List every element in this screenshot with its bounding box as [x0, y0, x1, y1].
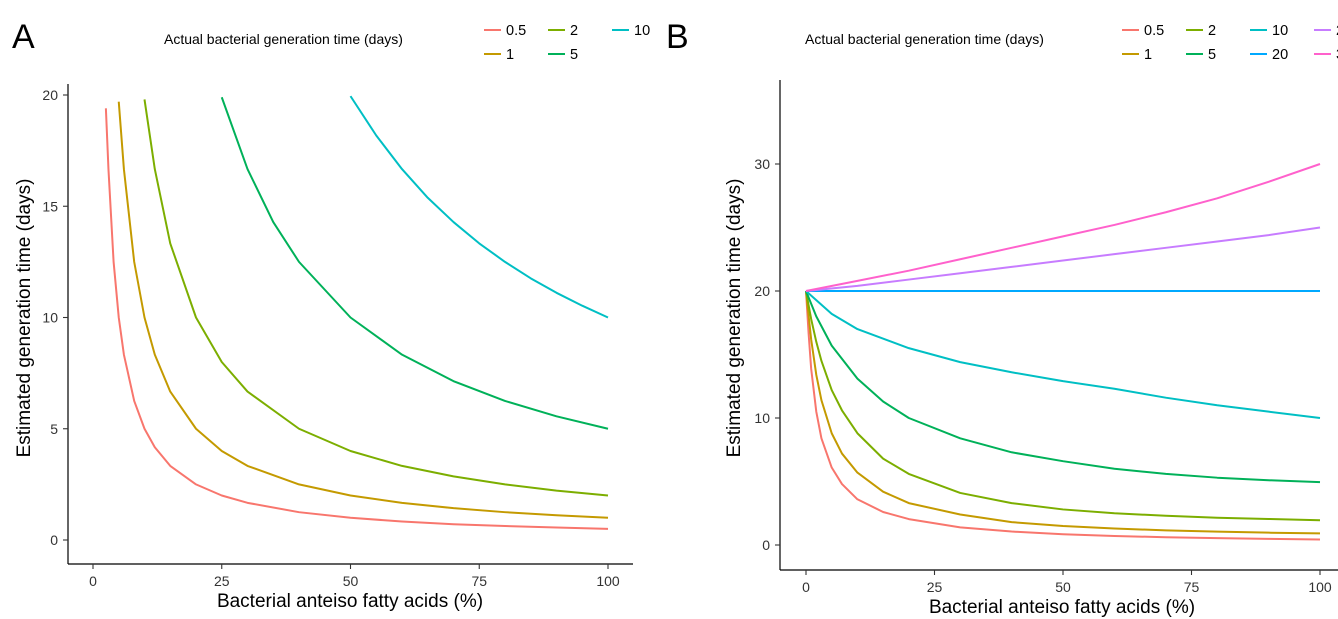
legend-label-b-20: 20 [1272, 47, 1288, 63]
legend-title-b: Actual bacterial generation time (days) [805, 31, 1044, 47]
y-tick-label-a-0: 0 [50, 532, 58, 548]
x-tick-label-b-100: 100 [1308, 579, 1332, 595]
legend-b: Actual bacterial generation time (days) … [805, 23, 1338, 63]
plot-area-b [805, 163, 1321, 541]
legend-label-b-25: 25 [1336, 23, 1338, 39]
x-tick-label-a-50: 50 [343, 573, 359, 589]
panel-label-a: A [12, 18, 35, 56]
y-axis-title-a: Estimated generation time (days) [14, 179, 35, 458]
x-axis-title-a: Bacterial anteiso fatty acids (%) [217, 591, 483, 612]
series-line-b-30 [805, 163, 1321, 292]
x-axis-title-b: Bacterial anteiso fatty acids (%) [929, 597, 1195, 618]
plot-area-a [104, 95, 609, 530]
y-tick-label-a-20: 20 [42, 87, 58, 103]
series-line-a-2 [143, 99, 609, 497]
panel-a: A Actual bacterial generation time (days… [12, 18, 650, 612]
y-tick-label-b-0: 0 [762, 537, 770, 553]
legend-title-a: Actual bacterial generation time (days) [164, 31, 403, 47]
series-line-b-0_5 [805, 290, 1321, 541]
legend-label-a-5: 5 [570, 47, 578, 63]
legend-label-a-10: 10 [634, 23, 650, 39]
series-line-a-5 [220, 96, 609, 430]
legend-a: Actual bacterial generation time (days) … [164, 23, 650, 63]
legend-label-a-1: 1 [506, 47, 514, 63]
x-tick-label-a-75: 75 [471, 573, 487, 589]
legend-label-b-2: 2 [1208, 23, 1216, 39]
legend-label-b-5: 5 [1208, 47, 1216, 63]
y-tick-label-b-30: 30 [754, 156, 770, 172]
x-tick-label-b-50: 50 [1055, 579, 1071, 595]
series-line-b-10 [805, 290, 1321, 419]
panel-label-b: B [666, 18, 689, 56]
y-tick-label-b-20: 20 [754, 283, 770, 299]
x-tick-label-b-25: 25 [927, 579, 943, 595]
x-tick-label-b-0: 0 [802, 579, 810, 595]
series-line-b-2 [805, 290, 1321, 522]
legend-label-b-10: 10 [1272, 23, 1288, 39]
x-tick-label-a-25: 25 [214, 573, 230, 589]
y-tick-label-a-5: 5 [50, 421, 58, 437]
legend-label-a-2: 2 [570, 23, 578, 39]
series-line-a-0_5 [104, 108, 609, 530]
series-line-b-1 [805, 290, 1321, 535]
panel-b: B Actual bacterial generation time (days… [666, 18, 1338, 618]
series-line-a-1 [117, 101, 609, 519]
series-line-b-25 [805, 226, 1321, 292]
y-axis-title-b: Estimated generation time (days) [724, 179, 745, 458]
legend-label-b-30: 30 [1336, 47, 1338, 63]
y-tick-label-b-10: 10 [754, 410, 770, 426]
legend-label-b-1: 1 [1144, 47, 1152, 63]
x-tick-label-a-0: 0 [89, 573, 97, 589]
series-line-a-10 [349, 95, 609, 319]
legend-label-a-0_5: 0.5 [506, 23, 526, 39]
legend-label-b-0_5: 0.5 [1144, 23, 1164, 39]
x-tick-label-b-75: 75 [1184, 579, 1200, 595]
y-tick-label-a-15: 15 [42, 198, 58, 214]
series-line-b-5 [805, 290, 1321, 484]
x-tick-label-a-100: 100 [596, 573, 620, 589]
y-tick-label-a-10: 10 [42, 310, 58, 326]
